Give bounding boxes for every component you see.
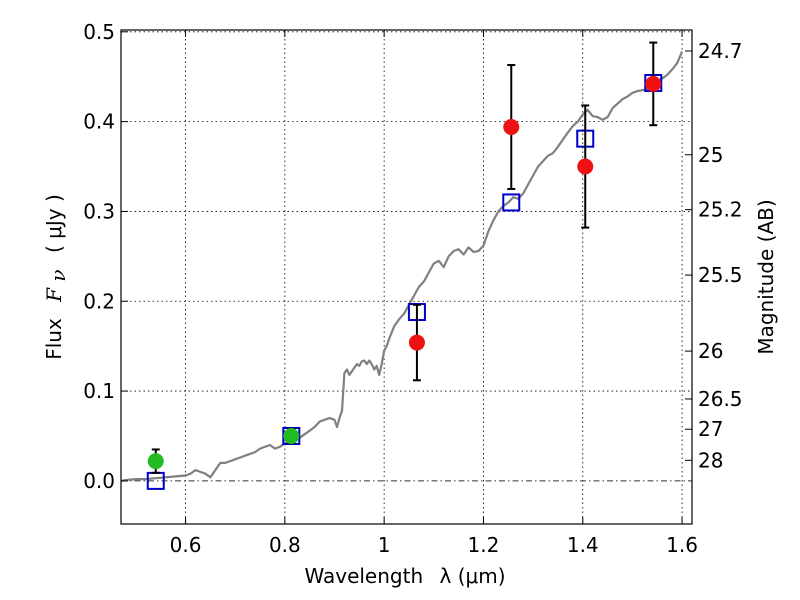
magnitude-tick-label: 24.7 — [698, 39, 743, 63]
ticks-layer — [121, 30, 692, 524]
x-tick-label: 0.8 — [269, 533, 301, 557]
flux-measurement-point — [147, 453, 164, 470]
y-tick-label: 0.4 — [83, 110, 115, 134]
y-tick-labels: 0.0 0.1 0.2 0.3 0.4 0.5 — [83, 20, 115, 493]
flux-measurement-point — [577, 158, 594, 175]
x-tick-label: 1 — [378, 533, 391, 557]
flux-measurement-point — [283, 427, 300, 444]
y-axis-label-units: ( μJy ) — [42, 194, 66, 253]
x-tick-labels: 0.6 0.8 1 1.2 1.4 1.6 — [170, 533, 698, 557]
magnitude-tick-label: 25 — [698, 143, 723, 167]
plot-frame — [120, 29, 693, 525]
magnitude-tick-labels: 24.7 25 25.2 25.5 26 26.5 27 28 — [698, 39, 743, 472]
x-axis-label-units: λ (μm) — [440, 564, 506, 588]
y-tick-label: 0.5 — [83, 20, 115, 44]
x-tick-label: 1.4 — [567, 533, 599, 557]
x-tick-label: 0.6 — [170, 533, 202, 557]
magnitude-tick-label: 28 — [698, 448, 723, 472]
y-axis-label-symbol: F — [42, 287, 66, 303]
y-tick-label: 0.0 — [83, 469, 115, 493]
x-axis-label: Wavelength λ (μm) — [304, 564, 505, 588]
model-spectrum-line — [120, 51, 684, 482]
spectrum-layer — [120, 51, 684, 482]
magnitude-axis-label: Magnitude (AB) — [754, 199, 778, 354]
magnitude-tick-label: 25.2 — [698, 198, 743, 222]
flux-measurement-point — [503, 119, 520, 136]
y-tick-label: 0.2 — [83, 289, 115, 313]
magnitude-tick-label: 25.5 — [698, 263, 743, 287]
flux-measurement-point — [645, 75, 662, 92]
y-axis-label: Flux F ν ( μJy ) — [42, 194, 70, 360]
y-tick-label: 0.3 — [83, 199, 115, 223]
points-layer — [146, 41, 663, 490]
y-tick-label: 0.1 — [83, 379, 115, 403]
x-axis-label-text: Wavelength — [304, 564, 423, 588]
x-tick-label: 1.2 — [468, 533, 500, 557]
model-photometry-square — [502, 193, 521, 212]
magnitude-tick-label: 26 — [698, 339, 723, 363]
x-tick-label: 1.6 — [666, 533, 698, 557]
y-axis-label-text: Flux — [42, 318, 66, 360]
magnitude-tick-label: 26.5 — [698, 387, 743, 411]
grid-layer — [121, 30, 692, 524]
y-axis-label-subscript: ν — [46, 269, 70, 281]
magnitude-tick-label: 27 — [698, 417, 723, 441]
flux-measurement-point — [408, 334, 425, 351]
